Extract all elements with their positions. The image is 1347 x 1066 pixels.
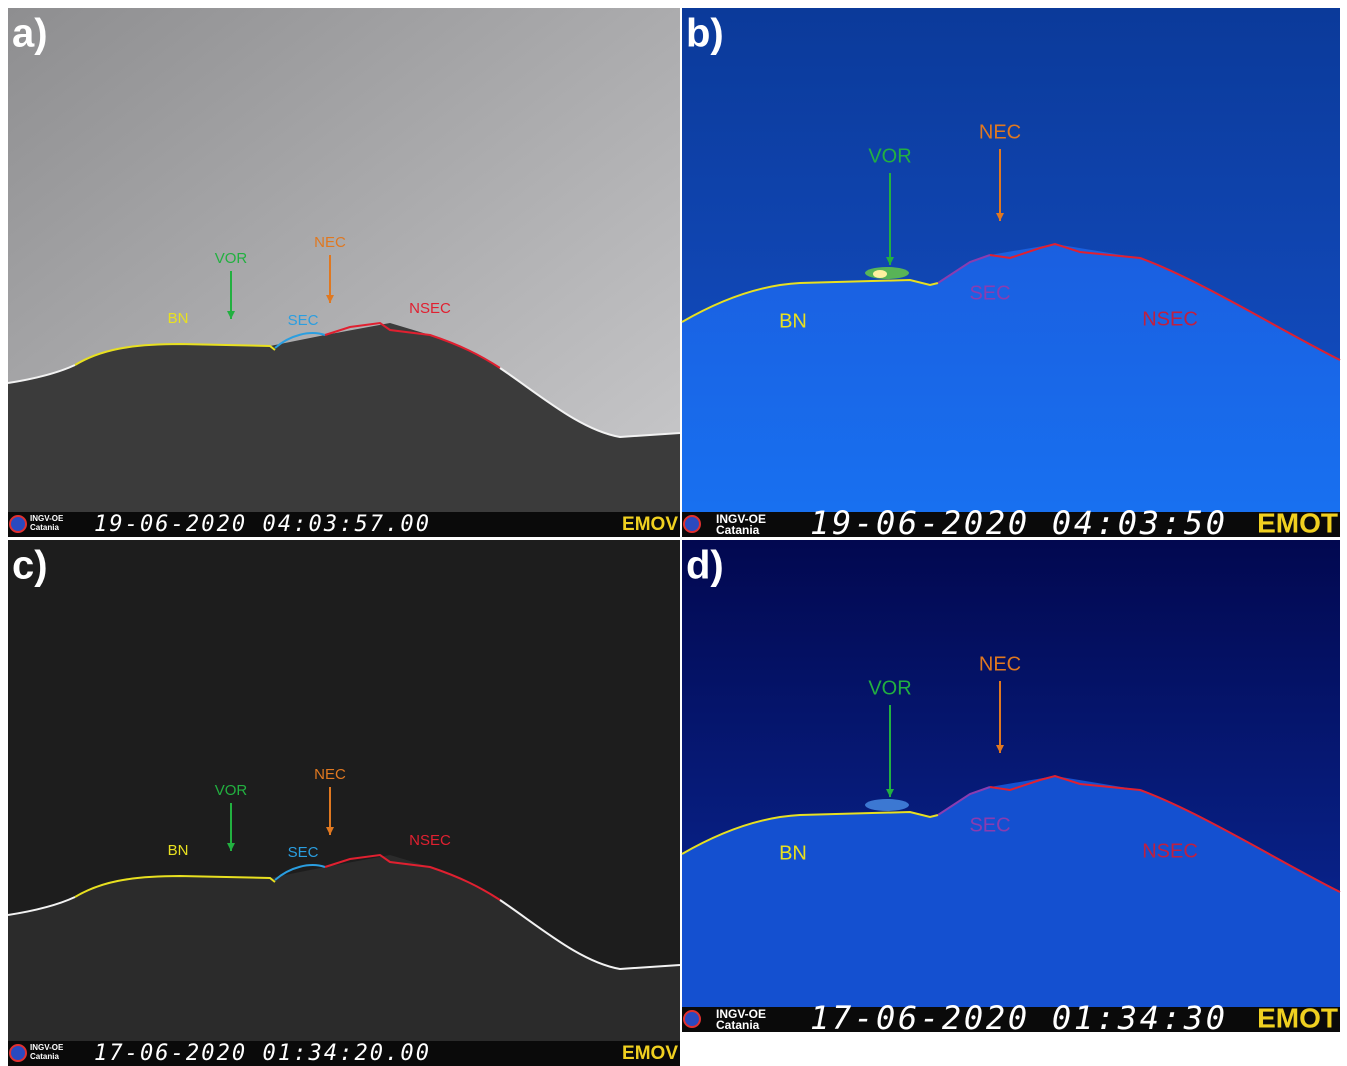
crater-label: BN — [168, 310, 189, 327]
crater-label: NEC — [979, 121, 1021, 143]
timestamp: 19-06-2020 04:03:50 — [810, 504, 1225, 542]
logo-text: INGV-OE — [30, 1043, 64, 1052]
crater-label: VOR — [215, 782, 248, 799]
logo-subtext: Catania — [30, 1052, 59, 1061]
camera-name: EMOV — [622, 514, 678, 535]
logo-globe — [684, 516, 700, 532]
crater-label: VOR — [215, 250, 248, 267]
crater-label: NSEC — [1142, 840, 1198, 862]
logo-subtext: Catania — [716, 1018, 760, 1032]
figure: VORNECSECNSECBNa)INGV-OECatania19-06-202… — [0, 0, 1347, 1066]
hot-spot — [865, 799, 909, 811]
camera-name: EMOV — [622, 1043, 678, 1064]
crater-label: NSEC — [409, 300, 451, 317]
panel-label: b) — [686, 12, 724, 56]
crater-label: SEC — [969, 282, 1010, 304]
logo-text: INGV-OE — [30, 514, 64, 523]
crater-label: NEC — [314, 766, 346, 783]
crater-label: VOR — [868, 677, 911, 699]
crater-label: SEC — [288, 312, 319, 329]
panel-label: a) — [12, 12, 48, 56]
crater-label: BN — [779, 310, 807, 332]
logo-globe — [10, 1045, 26, 1061]
crater-label: SEC — [288, 844, 319, 861]
crater-label: SEC — [969, 814, 1010, 836]
logo-subtext: Catania — [716, 523, 760, 537]
panel-label: d) — [686, 544, 724, 588]
camera-name: EMOT — [1257, 1002, 1338, 1033]
crater-label: NSEC — [409, 832, 451, 849]
hot-spot — [865, 267, 909, 279]
crater-label: BN — [168, 842, 189, 859]
crater-label: NSEC — [1142, 308, 1198, 330]
panel-label: c) — [12, 544, 48, 588]
crater-label: NEC — [979, 653, 1021, 675]
crater-label: VOR — [868, 145, 911, 167]
crater-label: BN — [779, 842, 807, 864]
logo-subtext: Catania — [30, 523, 59, 532]
camera-name: EMOT — [1257, 507, 1338, 538]
crater-label: NEC — [314, 234, 346, 251]
logo-globe — [684, 1011, 700, 1027]
logo-globe — [10, 516, 26, 532]
page: {"panels": [ {"label": "a)", "craters": … — [0, 0, 1347, 1066]
timestamp: 17-06-2020 01:34:30 — [810, 999, 1225, 1037]
hot-spot — [873, 270, 887, 278]
